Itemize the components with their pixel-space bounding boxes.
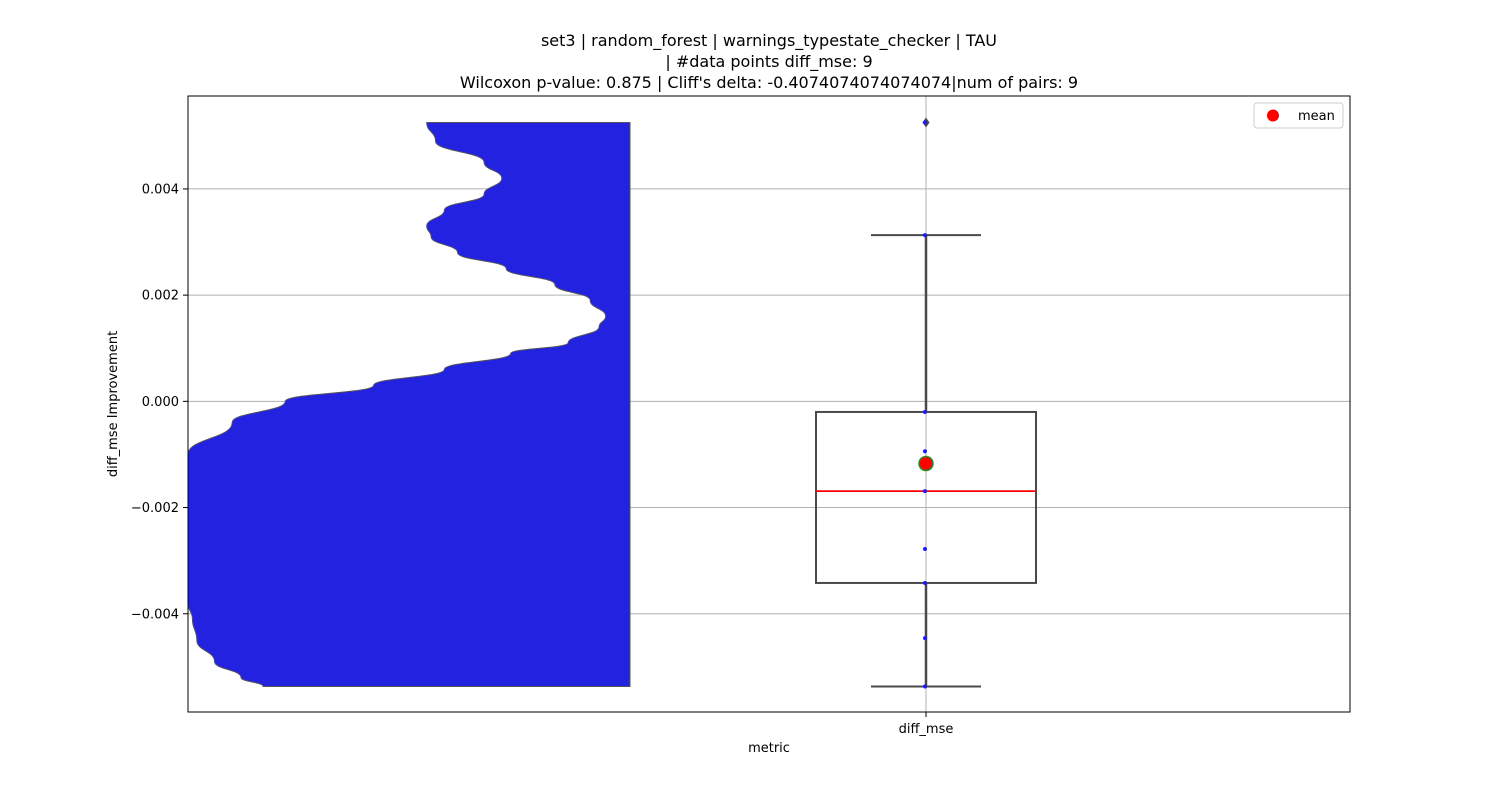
violin-body: [188, 122, 631, 688]
x-tick-label: diff_mse: [899, 722, 954, 737]
y-tick-label: −0.004: [131, 607, 179, 622]
x-axis-ticks: diff_mse: [899, 712, 954, 737]
data-point: [923, 580, 927, 585]
data-point: [923, 409, 927, 414]
plot-frame: [187, 95, 1351, 713]
data-point: [923, 546, 927, 551]
mean-marker: [918, 455, 934, 472]
legend: mean: [1253, 102, 1344, 129]
y-axis-label: diff_mse Improvement: [106, 331, 121, 477]
data-point: [923, 684, 927, 689]
chart-title-line-1: set3 | random_forest | warnings_typestat…: [541, 31, 997, 51]
y-tick-label: −0.002: [131, 501, 179, 516]
data-point: [923, 233, 927, 238]
y-tick-label: 0.000: [142, 395, 179, 410]
data-point: [923, 449, 927, 454]
x-axis-label: metric: [748, 741, 790, 756]
y-tick-label: 0.004: [142, 182, 179, 197]
legend-frame: [1253, 102, 1344, 129]
y-tick-label: 0.002: [142, 289, 179, 304]
y-axis-ticks: −0.004 −0.002 0.000 0.002 0.004: [131, 182, 188, 622]
data-points: [918, 120, 934, 689]
data-point: [923, 489, 927, 494]
legend-mean-label: mean: [1298, 109, 1335, 124]
violin-plot: [188, 122, 631, 688]
data-point: [923, 120, 927, 125]
chart-title-line-2: | #data points diff_mse: 9: [665, 52, 872, 72]
legend-mean-marker: [1267, 109, 1279, 122]
chart-title-line-3: Wilcoxon p-value: 0.875 | Cliff's delta:…: [460, 73, 1078, 92]
data-point: [923, 636, 927, 641]
